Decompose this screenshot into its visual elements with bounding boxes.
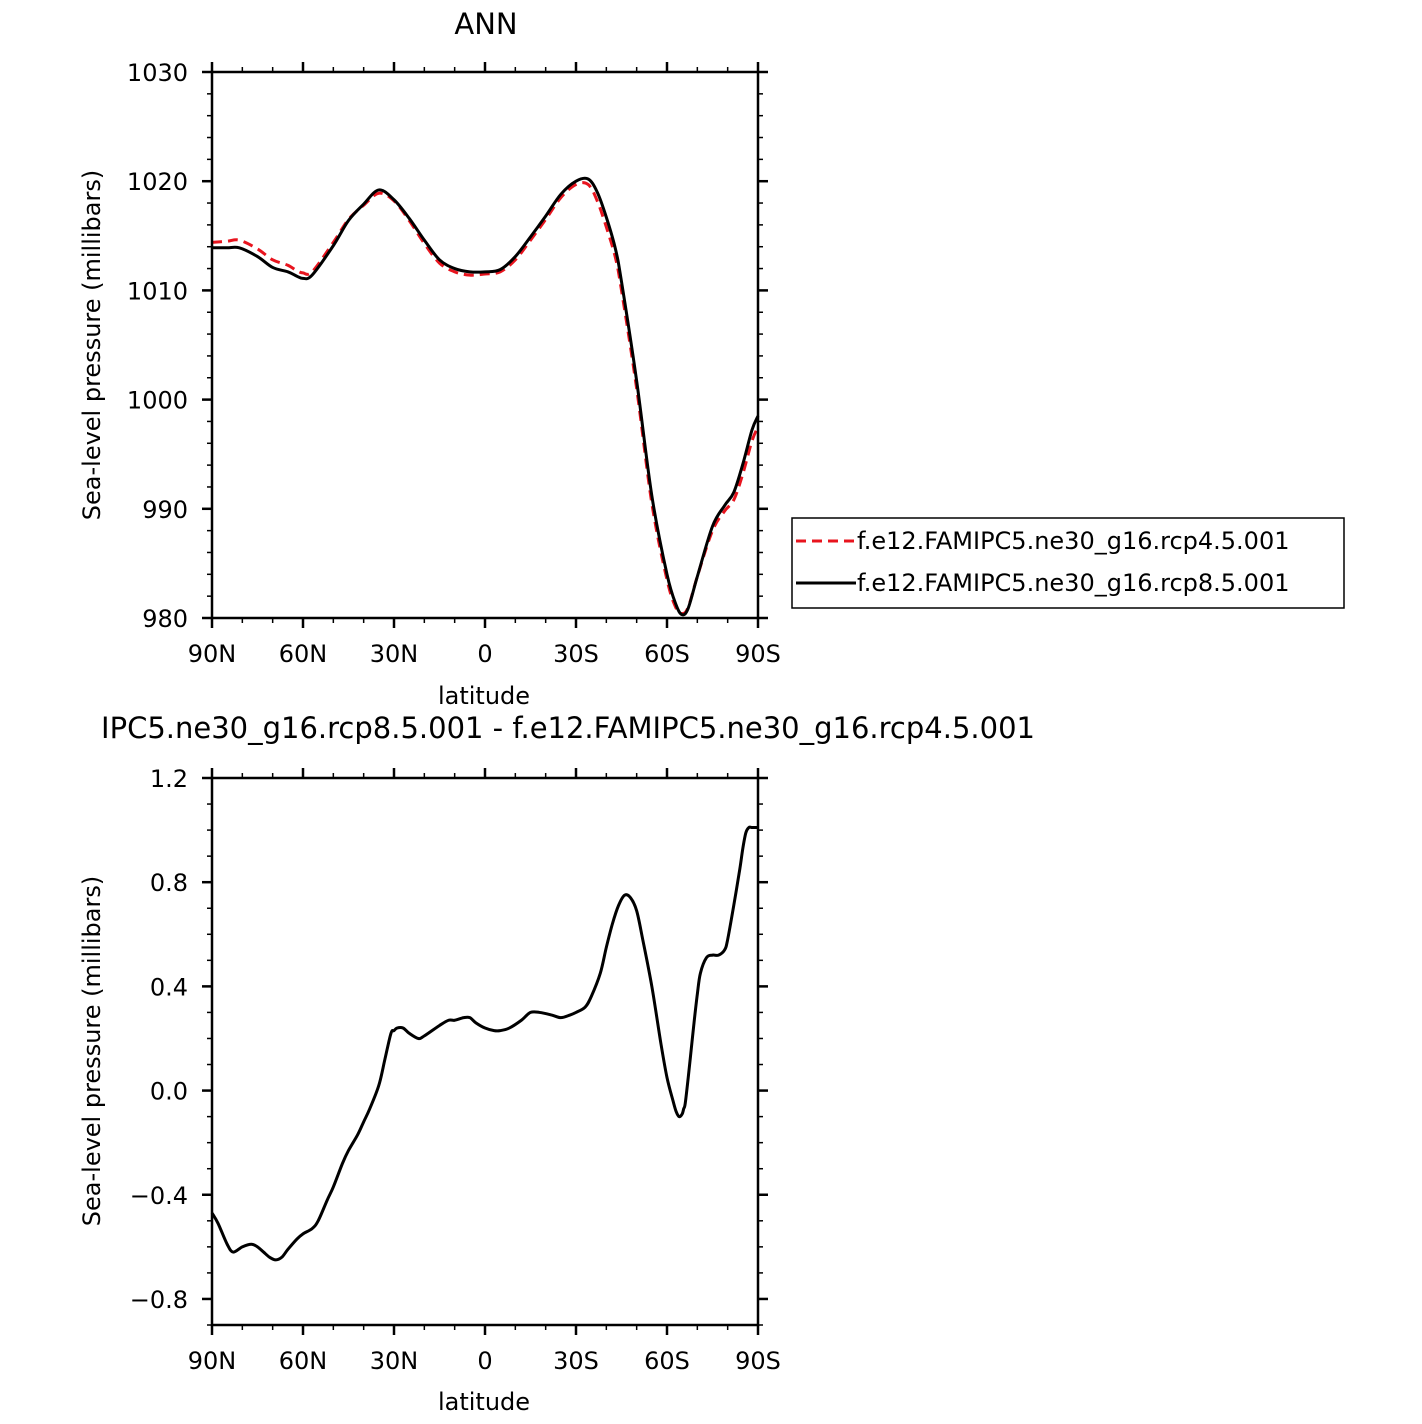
y-axis-title: Sea-level pressure (millibars): [78, 876, 106, 1226]
x-tick-label: 60N: [279, 640, 328, 668]
plot-area: [211, 176, 760, 617]
series-line-0: [210, 825, 758, 1262]
plot-area: [210, 825, 758, 1262]
y-tick-label: 1000: [127, 387, 188, 415]
legend-label-rcp85: f.e12.FAMIPC5.ne30_g16.rcp8.5.001: [857, 569, 1290, 597]
x-tick-label: 60S: [644, 640, 690, 668]
x-tick-label: 30N: [370, 1347, 419, 1375]
x-tick-label: 90N: [188, 640, 237, 668]
y-tick-label: −0.8: [130, 1286, 188, 1314]
y-tick-label: 1020: [127, 168, 188, 196]
y-tick-label: 0.0: [150, 1078, 188, 1106]
chart-title: IPC5.ne30_g16.rcp8.5.001 - f.e12.FAMIPC5…: [101, 711, 1035, 745]
x-tick-label: 0: [477, 640, 492, 668]
y-tick-label: 1.2: [150, 765, 188, 793]
y-tick-label: 980: [142, 605, 188, 633]
y-tick-label: −0.4: [130, 1182, 188, 1210]
y-tick-label: 990: [142, 496, 188, 524]
legend: f.e12.FAMIPC5.ne30_g16.rcp4.5.001 f.e12.…: [791, 517, 1345, 609]
top-panel-ann: ANN 90N 60N 30N 0 30S 60S 90S 980 990 1000 1010 102…: [78, 7, 1345, 710]
series-line-0: [211, 181, 760, 616]
x-axis-title: latitude: [438, 682, 530, 710]
x-tick-label: 30S: [553, 640, 599, 668]
x-tick-label: 30N: [370, 640, 419, 668]
series-line-1: [211, 176, 760, 617]
y-tick-label: 0.4: [150, 973, 188, 1001]
axis-ticks: 90N 60N 30N 0 30S 60S 90S 980 990 1000 1010 1020 103…: [127, 59, 781, 668]
y-tick-label: 1010: [127, 277, 188, 305]
x-axis-title: latitude: [438, 1388, 530, 1416]
y-tick-label: 0.8: [150, 869, 188, 897]
x-tick-label: 60S: [644, 1347, 690, 1375]
x-tick-label: 0: [477, 1347, 492, 1375]
x-tick-label: 60N: [279, 1347, 328, 1375]
legend-box: [791, 517, 1345, 609]
x-tick-label: 90N: [188, 1347, 237, 1375]
legend-label-rcp45: f.e12.FAMIPC5.ne30_g16.rcp4.5.001: [857, 527, 1290, 555]
axis-ticks: 90N 60N 30N 0 30S 60S 90S −0.8 −0.4 0.0 0.4 0.8 1.2: [130, 765, 781, 1375]
y-tick-label: 1030: [127, 59, 188, 87]
x-tick-label: 30S: [553, 1347, 599, 1375]
x-tick-label: 90S: [735, 640, 781, 668]
chart-title: ANN: [454, 7, 517, 41]
x-tick-label: 90S: [735, 1347, 781, 1375]
bottom-panel-difference: IPC5.ne30_g16.rcp8.5.001 - f.e12.FAMIPC5…: [78, 711, 1035, 1416]
plot-frame: [210, 70, 760, 620]
y-axis-title: Sea-level pressure (millibars): [78, 170, 106, 520]
